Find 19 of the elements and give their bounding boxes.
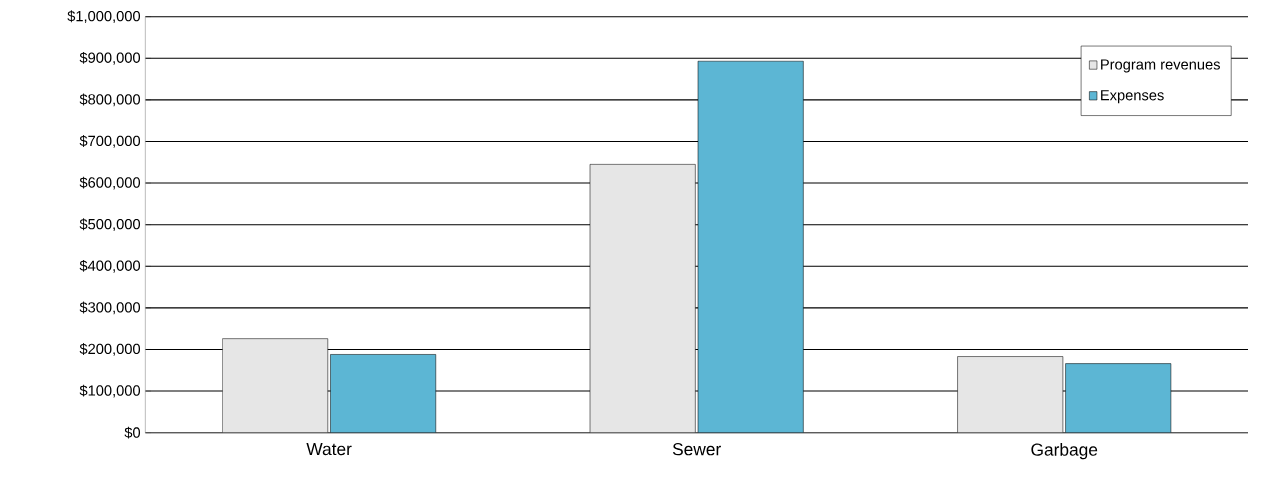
y-tick-label: $0 [124,426,141,439]
bar [1065,363,1172,433]
y-tick-label: $200,000 [79,343,141,356]
y-tick-label: $800,000 [79,93,141,107]
y-tick-label: $900,000 [79,51,141,65]
x-tick-label: Sewer [672,443,721,456]
x-tick-label: Garbage [1031,443,1098,460]
bar [330,354,437,433]
y-tick-label: $600,000 [79,176,141,190]
y-tick-label: $100,000 [79,384,141,398]
y-tick-label: $400,000 [79,259,141,273]
bar [697,60,804,433]
y-tick-label: $1,000,000 [67,10,141,24]
y-tick-label: $300,000 [79,301,141,315]
legend-label: Expenses [1101,90,1164,104]
legend-label: Program revenues [1101,59,1220,73]
y-tick-label: $500,000 [79,218,141,232]
y-tick-label: $700,000 [79,135,141,148]
x-tick-label: Water [306,443,352,456]
